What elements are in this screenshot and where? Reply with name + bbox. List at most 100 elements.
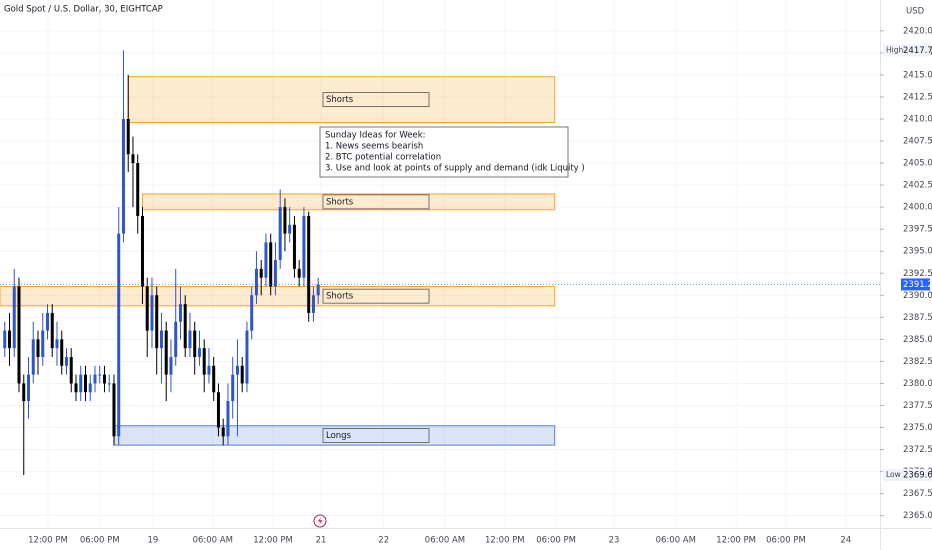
zone-label: Longs (326, 431, 352, 441)
x-tick-label: 06:00 PM (536, 536, 576, 546)
x-tick-label: 24 (840, 536, 851, 546)
x-tick-label: 12:00 PM (28, 536, 68, 546)
candle-body (254, 268, 258, 296)
candle-body (22, 383, 26, 402)
candle-body (117, 233, 121, 437)
currency-label: USD (906, 7, 925, 17)
y-tick-label: 2397.50 (903, 225, 932, 235)
candle-body (145, 286, 149, 331)
y-tick-label: 2380.00 (903, 379, 932, 389)
zone-label: Shorts (326, 292, 354, 302)
zone-label-box (322, 194, 430, 210)
candle-body (140, 215, 144, 287)
candle-body (264, 242, 268, 278)
candle-body (292, 224, 296, 269)
candle-body (311, 295, 315, 313)
candle-body (45, 312, 49, 331)
low-marker-name: Low (886, 470, 901, 479)
candle-body (278, 207, 282, 261)
x-tick-label: 12:00 PM (485, 536, 525, 546)
zone-label-box (322, 92, 430, 108)
y-tick-label: 2400.00 (903, 203, 932, 213)
y-tick-label: 2405.00 (903, 159, 932, 169)
candle-body (245, 330, 249, 384)
x-tick-label: 23 (609, 536, 620, 546)
high-marker-name: High (886, 45, 903, 54)
x-tick-label: 06:00 AM (656, 536, 696, 546)
candle-body (269, 242, 273, 287)
candle-body (193, 330, 197, 357)
high-marker-tag (883, 44, 931, 57)
zone (0, 285, 556, 307)
candle-body (259, 268, 263, 278)
x-tick-label: 06:00 PM (766, 536, 806, 546)
y-tick-label: 2377.50 (903, 401, 932, 411)
candle-body (188, 330, 192, 349)
candle-body (126, 118, 130, 155)
y-tick-label: 2390.00 (903, 291, 932, 301)
y-tick-label: 2412.50 (903, 92, 932, 102)
y-tick-label: 2387.50 (903, 313, 932, 323)
candle-body (112, 383, 116, 437)
candle-body (79, 374, 83, 393)
x-tick-label: 06:00 AM (193, 536, 233, 546)
candle-body (93, 374, 97, 384)
y-tick-label: 2385.00 (903, 335, 932, 345)
x-tick-label: 06:00 AM (425, 536, 465, 546)
candle-body (155, 295, 159, 349)
candle-body (273, 260, 277, 287)
y-tick-label: 2395.00 (903, 247, 932, 257)
y-tick-label: 2420.00 (903, 26, 932, 36)
candle-body (50, 312, 54, 349)
candle-body (17, 286, 21, 384)
annotation-line: Sunday Ideas for Week: (325, 131, 426, 141)
candle-body (102, 374, 106, 384)
candle-body (283, 207, 287, 234)
candle-body (64, 356, 68, 366)
zone-label: Shorts (326, 95, 354, 105)
candle-body (297, 268, 301, 278)
y-tick-label: 2392.50 (903, 269, 932, 279)
x-tick-label: 06:00 PM (80, 536, 120, 546)
candle-body (231, 374, 235, 402)
candle-body (207, 365, 211, 375)
candle-body (12, 286, 16, 349)
zone-label-box (322, 428, 430, 443)
y-tick-label: 2410.00 (903, 114, 932, 124)
candle-body (178, 304, 182, 322)
candle-body (31, 339, 35, 375)
annotation-box (319, 126, 569, 178)
candle-body (36, 339, 40, 357)
candle-body (307, 215, 311, 313)
x-tick-label: 21 (316, 536, 327, 546)
candle-body (69, 356, 73, 384)
y-tick-label: 2367.50 (903, 489, 932, 499)
candle-body (250, 295, 254, 331)
event-icon[interactable] (313, 514, 327, 528)
candle-body (197, 348, 201, 357)
annotation-line: 2. BTC potential correlation (325, 153, 441, 163)
candle-body (136, 163, 140, 216)
candle-body (121, 118, 125, 234)
candle-body (212, 365, 216, 393)
candle-body (60, 339, 64, 366)
candle-body (41, 330, 45, 357)
candle-body (74, 383, 78, 393)
y-tick-label: 2372.50 (903, 445, 932, 455)
chart-title: Gold Spot / U.S. Dollar, 30, EIGHTCAP (4, 5, 163, 15)
x-tick-label: 22 (378, 536, 389, 546)
x-tick-label: 12:00 PM (253, 536, 293, 546)
y-tick-label: 2382.50 (903, 357, 932, 367)
candle-body (302, 215, 306, 278)
low-marker-tag (883, 469, 931, 482)
candle-body (183, 304, 187, 349)
candle-body (98, 374, 102, 376)
candle-body (7, 330, 11, 349)
candle-body (221, 427, 225, 437)
last-price-label: 2391.23 (903, 280, 932, 290)
candle-body (159, 330, 163, 349)
candle-body (88, 383, 92, 393)
y-tick-label: 2415.00 (903, 70, 932, 80)
candle-body (235, 365, 239, 375)
